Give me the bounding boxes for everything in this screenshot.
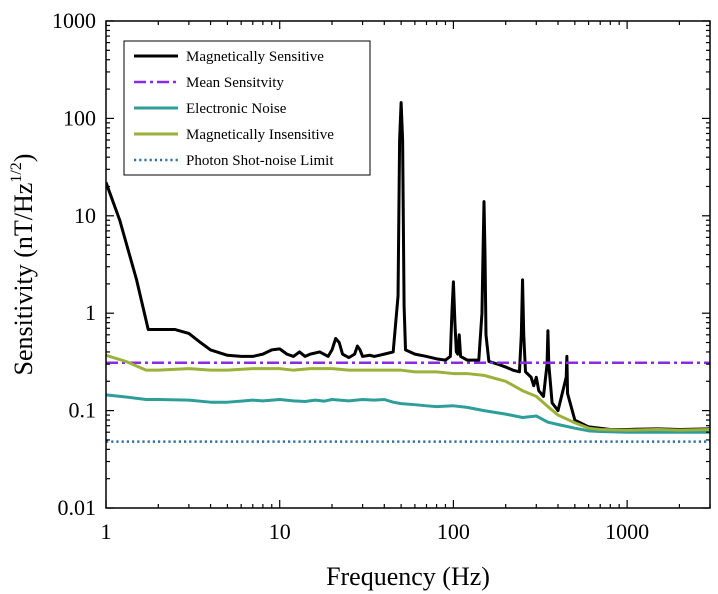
series-layer bbox=[106, 101, 710, 443]
y-axis-label-main: Sensitivity (nT/Hz bbox=[9, 183, 38, 376]
y-tick-label: 0.01 bbox=[58, 495, 97, 520]
legend-label-electronic-noise: Electronic Noise bbox=[186, 101, 287, 117]
y-tick-label: 1 bbox=[85, 300, 96, 325]
legend-label-mean-sensitvity: Mean Sensitvity bbox=[186, 75, 284, 91]
x-tick-label: 100 bbox=[437, 519, 470, 544]
y-tick-label: 100 bbox=[63, 105, 96, 130]
x-tick-label: 1000 bbox=[605, 519, 649, 544]
tick-layer: 1 10 100 1000 0.01 0.1 1 10 100 1000 bbox=[52, 8, 711, 544]
series-line-magnetically-insensitive bbox=[106, 353, 710, 432]
x-tick-label: 10 bbox=[269, 519, 291, 544]
y-tick-label: 1000 bbox=[52, 8, 96, 33]
y-axis-label-superscript: 1/2 bbox=[8, 162, 25, 182]
legend: Magnetically Sensitive Mean Sensitvity Ele… bbox=[123, 40, 371, 176]
y-axis-label: Sensitivity (nT/Hz1/2) bbox=[8, 154, 38, 376]
legend-label-magnetically-insensitive: Magnetically Insensitive bbox=[186, 127, 334, 143]
legend-label-photon-shot-noise-limit: Photon Shot-noise Limit bbox=[186, 153, 334, 169]
y-tick-label: 10 bbox=[74, 203, 96, 228]
y-axis-label-close: ) bbox=[9, 154, 38, 163]
series-line-electronic-noise bbox=[106, 393, 710, 434]
series-line-magnetically-sensitive bbox=[106, 101, 710, 431]
y-tick-label: 0.1 bbox=[69, 398, 97, 423]
legend-label-magnetically-sensitive: Magnetically Sensitive bbox=[186, 49, 324, 65]
x-tick-label: 1 bbox=[101, 519, 112, 544]
plot-frame bbox=[105, 20, 711, 509]
x-axis-label: Frequency (Hz) bbox=[326, 562, 490, 591]
